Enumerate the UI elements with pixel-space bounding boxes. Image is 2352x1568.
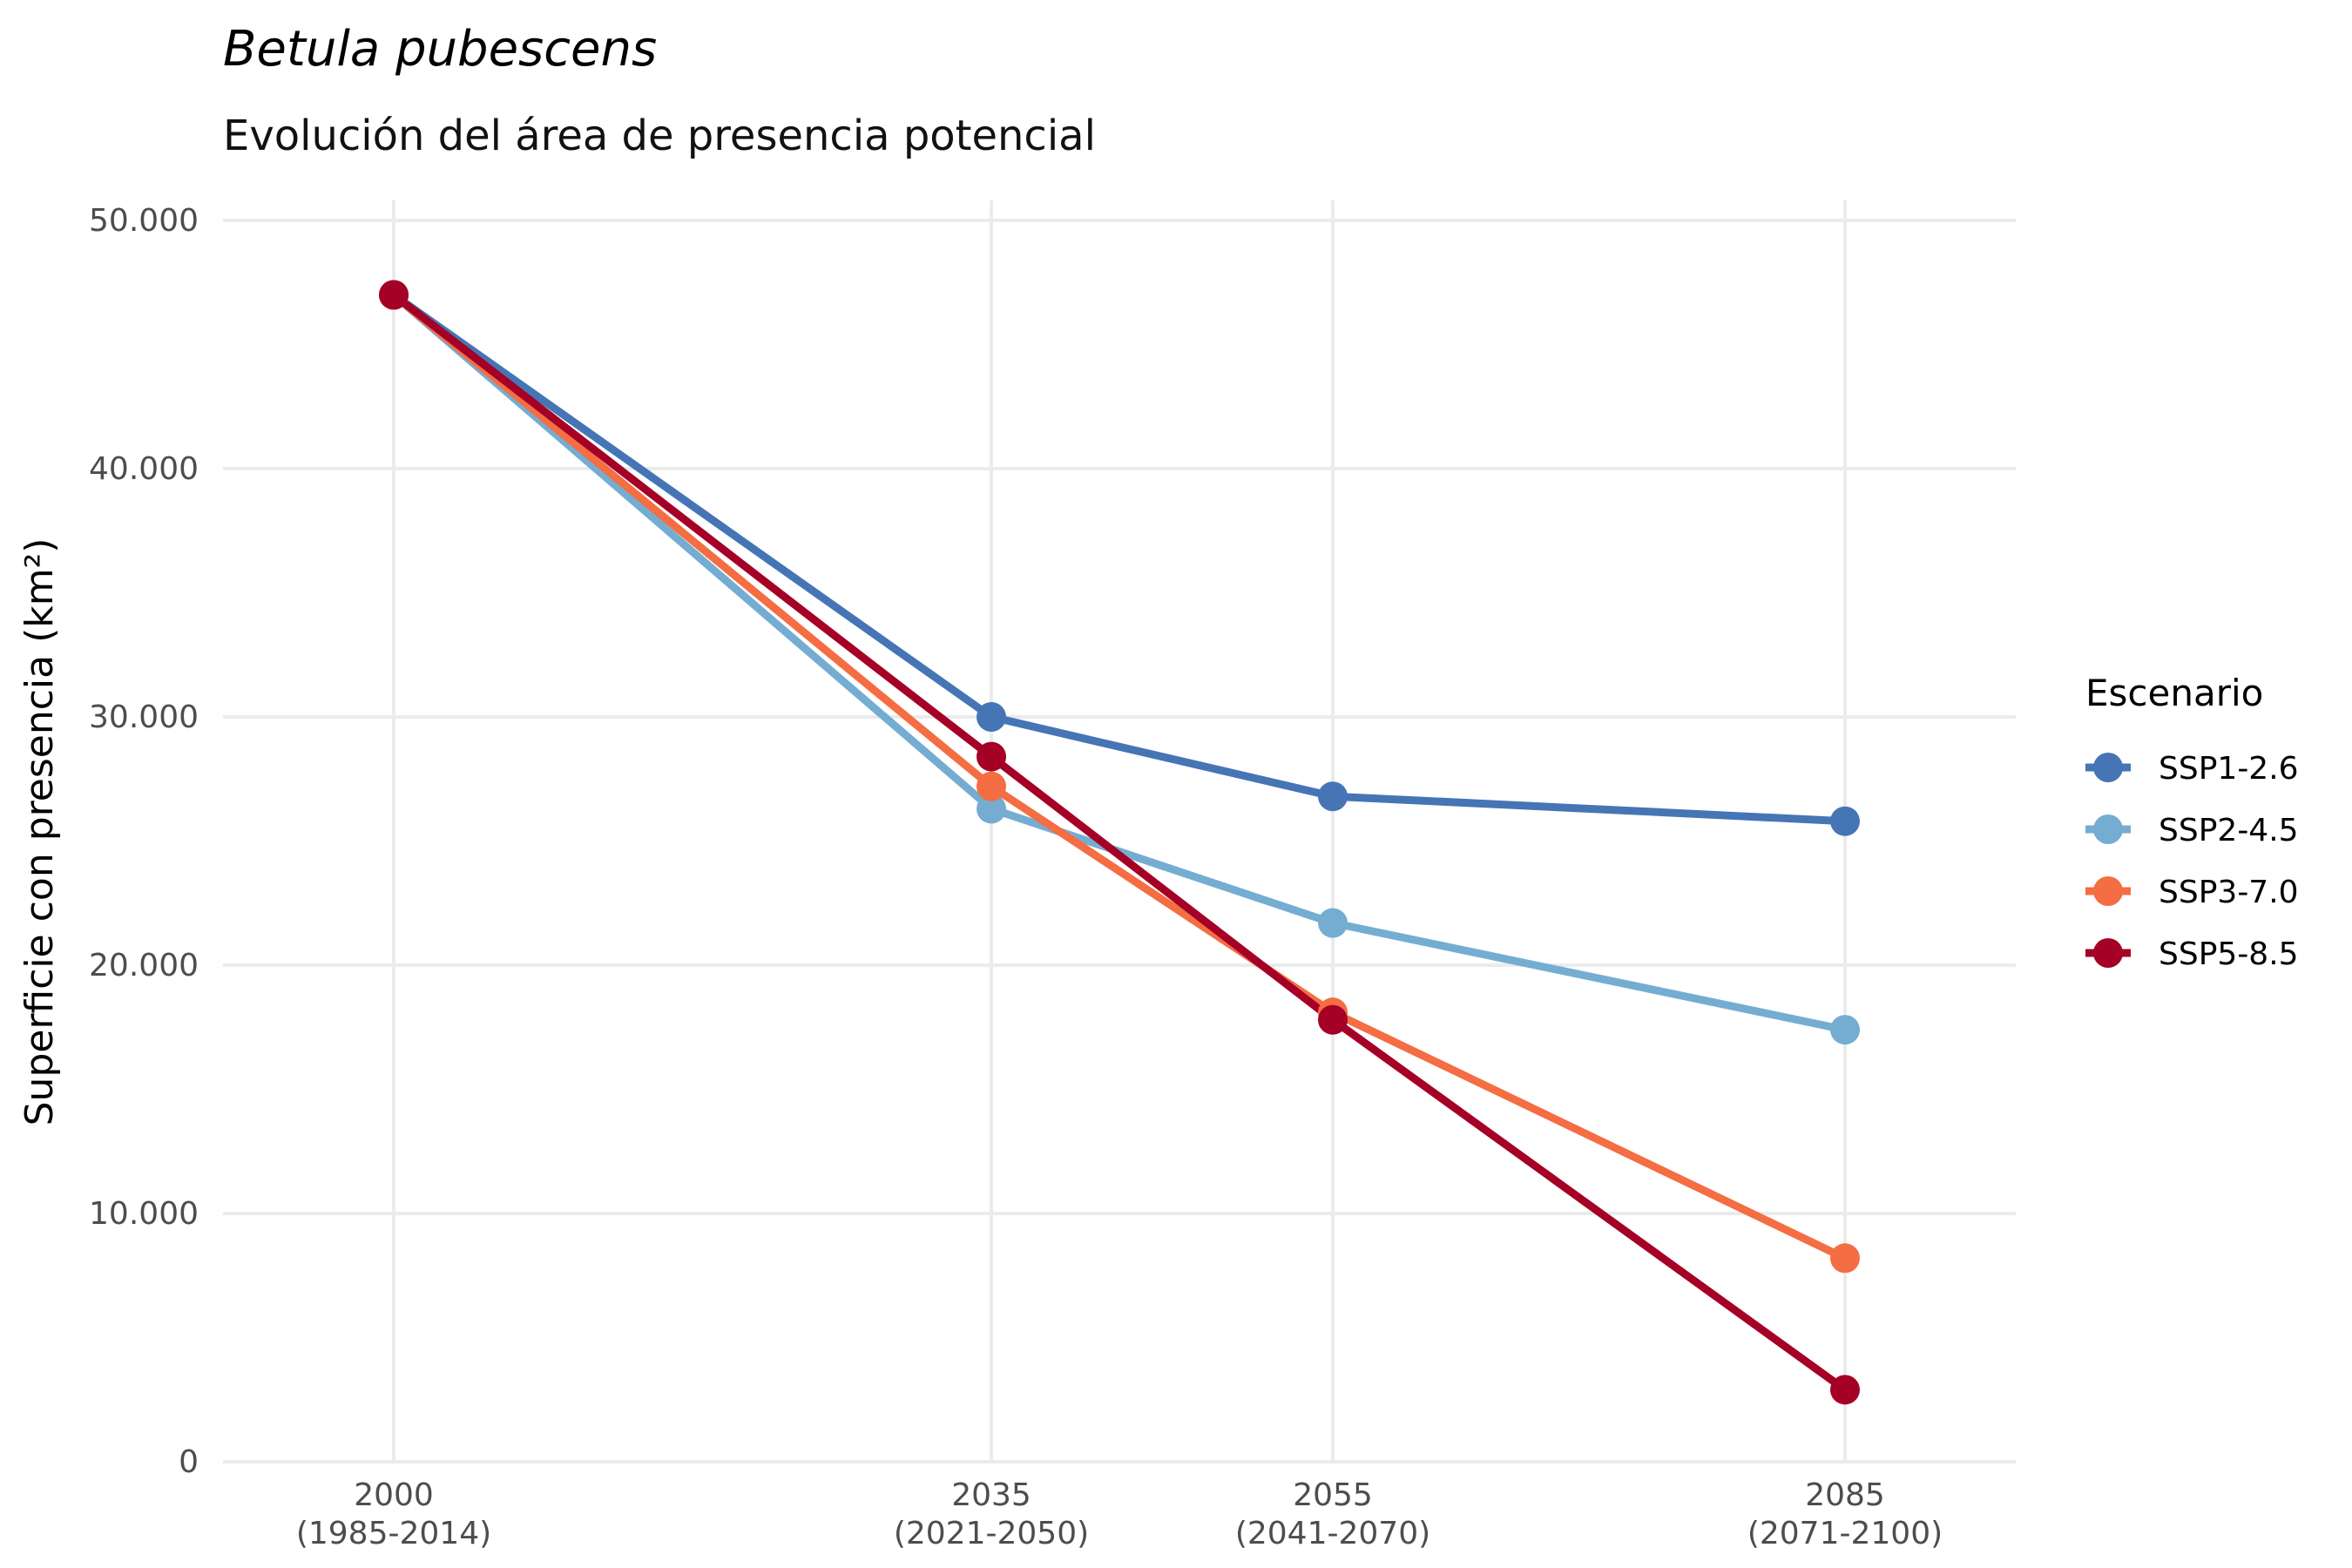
data-point-ssp3-7.0 [977,771,1006,801]
series-line-ssp3-7.0 [391,292,1847,1262]
series-lines [391,291,1848,1393]
y-axis-title: Superficie con presencia (km²) [17,538,62,1126]
x-tick-label: (2071-2100) [1747,1516,1943,1551]
y-tick-label: 40.000 [89,451,199,487]
legend-label: SSP5-8.5 [2159,936,2299,972]
y-tick-label: 10.000 [89,1196,199,1232]
data-point-ssp3-7.0 [1830,1243,1860,1274]
chart-subtitle: Evolución del área de presencia potencia… [223,112,1096,160]
legend-label: SSP1-2.6 [2159,751,2299,787]
data-point-ssp1-2.6 [977,702,1006,732]
legend-key-point [2093,814,2123,844]
y-tick-label: 0 [179,1444,199,1480]
y-axis-ticks: 0 10.000 20.000 30.000 40.000 50.000 [89,203,199,1480]
series-line-ssp5-8.5 [391,291,1848,1393]
legend-label: SSP2-4.5 [2159,813,2299,848]
grid [223,200,2016,1463]
x-tick-label: 2000 [354,1477,434,1513]
legend-key-point [2093,753,2123,782]
legend-label: SSP3-7.0 [2159,875,2299,910]
legend-key-point [2093,876,2123,906]
legend-items: SSP1-2.6 SSP2-4.5 SSP3-7.0 SSP5-8.5 [2085,751,2299,972]
data-point-ssp1-2.6 [1830,806,1860,836]
data-point-ssp2-4.5 [977,794,1006,824]
data-point-ssp5-8.5 [1830,1375,1860,1405]
x-axis-ticks: 2000(1985-2014) 2035(2021-2050) 2055(2041-… [296,1477,1943,1551]
data-point-ssp5-8.5 [977,741,1006,772]
legend: Escenario SSP1-2.6 SSP2-4.5 SSP3-7.0 SSP5-8… [2085,672,2299,972]
chart-title: Betula pubescens [223,21,657,78]
series-line-ssp2-4.5 [391,292,1846,1034]
series-points [379,280,1860,1405]
x-tick-label: 2085 [1805,1477,1885,1513]
x-tick-label: (2021-2050) [894,1516,1089,1551]
x-tick-label: 2035 [951,1477,1031,1513]
x-tick-label: 2055 [1293,1477,1373,1513]
series-line-ssp1-2.6 [391,291,1846,826]
legend-key-point [2093,938,2123,968]
data-point-ssp1-2.6 [1318,781,1348,812]
data-point-ssp5-8.5 [379,280,409,310]
y-tick-label: 50.000 [89,203,199,239]
data-point-ssp2-4.5 [1318,908,1348,938]
data-point-ssp2-4.5 [1830,1015,1860,1045]
y-tick-label: 20.000 [89,948,199,983]
x-tick-label: (2041-2070) [1235,1516,1430,1551]
data-point-ssp5-8.5 [1318,1004,1348,1035]
legend-title: Escenario [2085,672,2263,714]
y-tick-label: 30.000 [89,700,199,735]
x-tick-label: (1985-2014) [296,1516,491,1551]
